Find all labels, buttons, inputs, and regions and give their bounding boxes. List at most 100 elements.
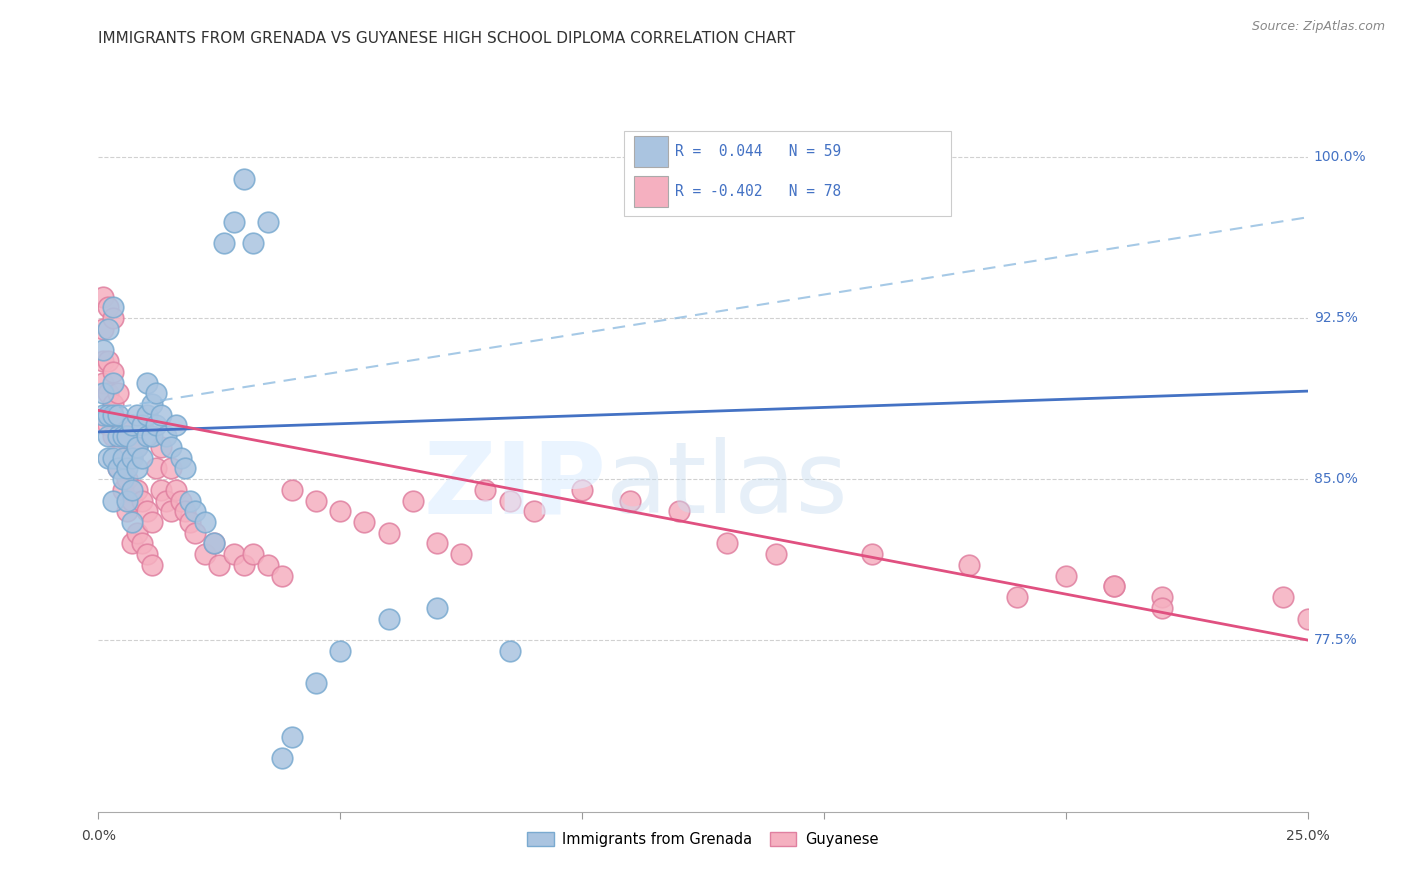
Point <box>107 429 129 443</box>
Point <box>668 504 690 518</box>
Point <box>91 386 114 401</box>
Point <box>179 493 201 508</box>
Point <box>131 493 153 508</box>
Point <box>204 536 226 550</box>
Point <box>184 504 207 518</box>
Point <box>1272 590 1295 604</box>
Point <box>208 558 231 572</box>
Point <box>256 558 278 572</box>
Point <box>101 450 124 465</box>
Point <box>155 493 177 508</box>
Point <box>765 547 787 561</box>
Point <box>97 322 120 336</box>
Point <box>957 558 980 572</box>
Point <box>1152 590 1174 604</box>
Point <box>101 365 124 379</box>
Point <box>165 483 187 497</box>
Point <box>150 483 173 497</box>
Point <box>101 408 124 422</box>
Legend: Immigrants from Grenada, Guyanese: Immigrants from Grenada, Guyanese <box>522 826 884 853</box>
Text: 77.5%: 77.5% <box>1313 633 1357 647</box>
Point <box>107 461 129 475</box>
Point <box>571 483 593 497</box>
FancyBboxPatch shape <box>634 176 668 207</box>
Text: 85.0%: 85.0% <box>1313 472 1358 486</box>
Point <box>121 515 143 529</box>
Point <box>127 440 149 454</box>
Point <box>101 429 124 443</box>
Point <box>174 461 197 475</box>
Point <box>121 450 143 465</box>
Point <box>1007 590 1029 604</box>
Point <box>194 515 217 529</box>
Point <box>107 461 129 475</box>
Point <box>91 322 114 336</box>
FancyBboxPatch shape <box>624 130 950 216</box>
Point <box>145 418 167 433</box>
Point <box>127 408 149 422</box>
Point <box>450 547 472 561</box>
Point <box>97 429 120 443</box>
Point <box>716 536 738 550</box>
Point <box>353 515 375 529</box>
Point <box>107 429 129 443</box>
Point <box>232 558 254 572</box>
Point <box>1296 611 1319 625</box>
Text: 92.5%: 92.5% <box>1313 311 1358 326</box>
Point <box>160 461 183 475</box>
Point <box>1152 600 1174 615</box>
Point <box>111 429 134 443</box>
Point <box>97 408 120 422</box>
Point <box>1054 568 1077 582</box>
Point <box>474 483 496 497</box>
Point <box>117 472 139 486</box>
Point <box>101 397 124 411</box>
Point <box>121 450 143 465</box>
Point <box>117 504 139 518</box>
Point <box>329 644 352 658</box>
Point <box>141 429 163 443</box>
Point <box>242 235 264 250</box>
Point <box>194 547 217 561</box>
Point <box>160 440 183 454</box>
Point <box>160 504 183 518</box>
Point <box>155 429 177 443</box>
Point <box>135 408 157 422</box>
Point <box>101 493 124 508</box>
Point <box>141 558 163 572</box>
Text: 100.0%: 100.0% <box>1313 150 1367 164</box>
Point <box>121 493 143 508</box>
Point <box>232 171 254 186</box>
Point <box>305 493 328 508</box>
Point <box>150 408 173 422</box>
Point <box>165 418 187 433</box>
Point <box>97 301 120 315</box>
Point <box>131 450 153 465</box>
Point <box>271 568 294 582</box>
Point <box>135 429 157 443</box>
Text: IMMIGRANTS FROM GRENADA VS GUYANESE HIGH SCHOOL DIPLOMA CORRELATION CHART: IMMIGRANTS FROM GRENADA VS GUYANESE HIGH… <box>98 31 796 46</box>
Point <box>117 429 139 443</box>
Point <box>111 450 134 465</box>
Point <box>101 301 124 315</box>
Point <box>97 450 120 465</box>
Text: R =  0.044   N = 59: R = 0.044 N = 59 <box>675 144 841 159</box>
Point <box>117 461 139 475</box>
Point <box>91 343 114 358</box>
Point <box>169 493 191 508</box>
Point <box>1102 579 1125 593</box>
Point <box>426 600 449 615</box>
Point <box>426 536 449 550</box>
Point <box>111 472 134 486</box>
Point <box>256 214 278 228</box>
Point <box>101 311 124 326</box>
Point <box>174 504 197 518</box>
Point <box>131 536 153 550</box>
Point <box>117 429 139 443</box>
Point <box>97 418 120 433</box>
Point <box>127 461 149 475</box>
Text: 25.0%: 25.0% <box>1285 829 1330 843</box>
Point <box>111 483 134 497</box>
Point <box>204 536 226 550</box>
Point <box>111 418 134 433</box>
